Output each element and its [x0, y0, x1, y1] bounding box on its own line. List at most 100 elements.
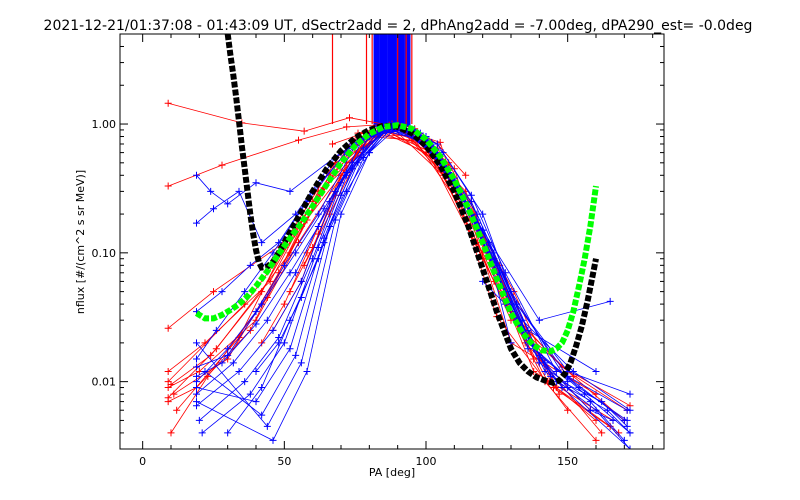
- blue-trace-point: [224, 351, 232, 359]
- blue-trace-point: [501, 269, 509, 277]
- blue-trace-point: [212, 326, 220, 334]
- red-trace-point: [164, 182, 172, 190]
- blue-trace-point: [252, 308, 260, 316]
- blue-trace-point: [193, 390, 200, 398]
- x-tick-label: 100: [416, 455, 437, 468]
- blue-trace-point: [207, 187, 215, 195]
- blue-trace-point: [198, 429, 206, 437]
- blue-trace-point: [606, 297, 614, 305]
- blue-trace-point: [218, 359, 226, 367]
- blue-trace-point: [620, 416, 628, 424]
- red-trace-point: [295, 239, 302, 247]
- blue-trace-point: [258, 411, 266, 419]
- blue-trace-line: [196, 128, 625, 441]
- blue-trace-point: [564, 378, 572, 386]
- blue-trace-point: [224, 200, 232, 208]
- blue-trace-point: [263, 422, 271, 430]
- blue-trace-line: [201, 129, 631, 449]
- blue-trace-point: [314, 244, 322, 252]
- red-trace-point: [343, 123, 351, 131]
- blue-trace-point: [343, 169, 351, 177]
- blue-trace-point: [320, 205, 328, 213]
- red-trace-point: [212, 345, 220, 353]
- blue-trace-line: [196, 129, 557, 377]
- red-trace-point: [329, 140, 336, 148]
- blue-trace-point: [564, 384, 572, 392]
- blue-trace-point: [286, 316, 294, 324]
- blue-trace-point: [626, 445, 634, 449]
- red-trace-point: [280, 300, 288, 308]
- blue-trace-line: [196, 126, 631, 449]
- red-trace-line: [303, 125, 461, 266]
- blue-trace-point: [269, 326, 277, 334]
- blue-trace-point: [360, 144, 368, 152]
- chart-title: 2021-12-21/01:37:08 - 01:43:09 UT, dSect…: [44, 18, 753, 34]
- blue-trace-point: [252, 398, 260, 406]
- blue-trace-point: [433, 140, 441, 148]
- blue-trace-point: [626, 390, 634, 398]
- red-trace-point: [436, 138, 444, 146]
- blue-trace-point: [246, 390, 254, 398]
- red-trace-point: [300, 127, 308, 135]
- blue-trace-point: [292, 249, 300, 257]
- red-trace-point: [164, 324, 172, 332]
- blue-trace-point: [235, 187, 243, 195]
- blue-trace-point: [193, 219, 200, 227]
- blue-trace-point: [586, 406, 594, 414]
- red-trace-point: [164, 378, 172, 386]
- red-trace-point: [167, 429, 175, 437]
- green-fit-curve: [194, 122, 599, 355]
- red-trace-point: [218, 161, 226, 169]
- blue-trace-point: [193, 372, 200, 380]
- red-trace-line: [261, 136, 535, 360]
- red-trace-point: [295, 136, 302, 144]
- blue-trace-point: [280, 261, 288, 269]
- red-trace-point: [462, 171, 470, 179]
- blue-trace-point: [365, 149, 373, 157]
- blue-trace-point: [507, 288, 515, 296]
- x-axis-label: PA [deg]: [369, 466, 415, 479]
- plot-frame: [119, 33, 665, 450]
- y-tick-label: 0.01: [92, 376, 117, 389]
- blue-trace-point: [229, 359, 237, 367]
- blue-trace-point: [218, 288, 226, 296]
- blue-trace-line: [482, 281, 614, 421]
- blue-trace-point: [292, 351, 300, 359]
- red-trace-point: [164, 398, 172, 406]
- blue-trace-point: [193, 384, 200, 392]
- red-trace-point: [286, 288, 294, 296]
- blue-trace-point: [286, 269, 294, 277]
- blue-trace-point: [541, 359, 549, 367]
- blue-trace-point: [241, 378, 249, 386]
- blue-trace-point: [337, 210, 345, 218]
- blue-trace-point: [193, 355, 200, 363]
- blue-trace-point: [193, 339, 200, 347]
- red-trace-point: [303, 249, 311, 257]
- x-tick-label: 150: [557, 455, 578, 468]
- blue-trace-point: [193, 398, 200, 406]
- y-tick-label: 0.10: [92, 247, 117, 260]
- blue-trace-point: [224, 429, 232, 437]
- y-tick-label: 1.00: [92, 118, 117, 131]
- y-axis-label: nflux [#/(cm^2 s sr MeV)]: [74, 170, 87, 314]
- red-trace-line: [168, 102, 569, 411]
- red-trace-line: [168, 123, 597, 395]
- blue-trace-point: [609, 416, 617, 424]
- red-trace-point: [555, 390, 563, 398]
- blue-trace-point: [241, 288, 249, 296]
- blue-trace-point: [258, 300, 266, 308]
- blue-trace-point: [297, 277, 305, 285]
- x-tick-label: 50: [277, 455, 291, 468]
- x-tick-label: 0: [139, 455, 146, 468]
- blue-trace-point: [314, 255, 322, 263]
- blue-trace-point: [210, 205, 217, 213]
- blue-trace-point: [252, 179, 260, 187]
- blue-trace-point: [275, 339, 283, 347]
- red-trace-point: [164, 367, 172, 375]
- red-trace-point: [258, 339, 266, 347]
- blue-trace-point: [535, 316, 543, 324]
- red-trace-line: [168, 130, 597, 441]
- blue-trace-point: [193, 171, 200, 179]
- blue-trace-point: [258, 239, 266, 247]
